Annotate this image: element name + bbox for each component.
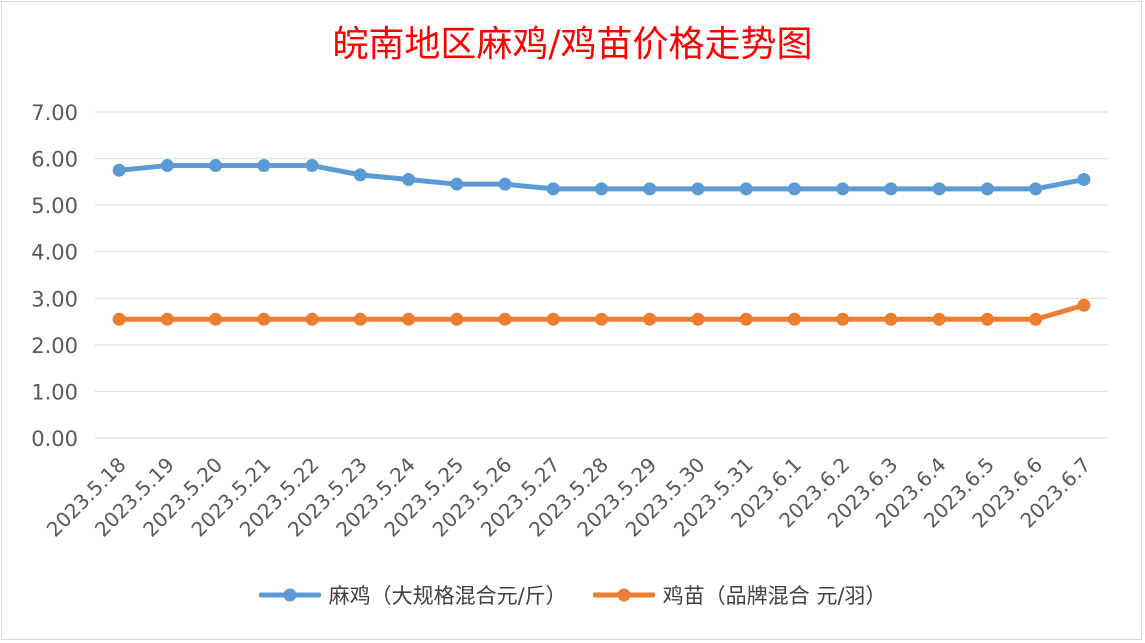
data-point — [836, 312, 850, 326]
legend-label: 麻鸡（大规格混合元/斤） — [328, 584, 567, 608]
data-point — [884, 312, 898, 326]
data-point — [209, 312, 223, 326]
legend-item: 麻鸡（大规格混合元/斤） — [258, 580, 567, 610]
data-point — [595, 312, 608, 326]
data-point — [836, 182, 850, 196]
data-point — [305, 159, 319, 173]
data-point — [739, 182, 753, 196]
legend-marker — [258, 588, 321, 602]
data-point — [884, 182, 898, 196]
y-tick-label: 2.00 — [31, 334, 78, 358]
data-point — [257, 312, 271, 326]
data-point — [932, 312, 946, 326]
data-point — [353, 312, 367, 326]
data-point — [498, 312, 512, 326]
y-tick-label: 0.00 — [31, 427, 78, 451]
data-point — [643, 312, 657, 326]
data-point — [595, 182, 608, 196]
series-1 — [112, 159, 1091, 196]
data-point — [546, 312, 560, 326]
data-point — [980, 312, 994, 326]
y-tick-label: 6.00 — [31, 148, 78, 172]
legend-dot — [617, 588, 631, 602]
data-point — [739, 312, 753, 326]
data-point — [402, 312, 416, 326]
data-point — [932, 182, 946, 196]
data-point — [1077, 173, 1091, 187]
data-point — [980, 182, 994, 196]
data-point — [353, 168, 367, 182]
y-tick-label: 5.00 — [31, 194, 78, 218]
data-point — [787, 312, 801, 326]
data-point — [1029, 182, 1043, 196]
data-point — [787, 182, 801, 196]
data-point — [112, 312, 126, 326]
data-point — [691, 312, 705, 326]
data-point — [160, 159, 174, 173]
series-layer — [112, 159, 1091, 326]
legend-dot — [283, 588, 297, 602]
x-axis-tick-labels: 2023.5.182023.5.192023.5.202023.5.212023… — [42, 453, 1096, 542]
y-tick-label: 4.00 — [31, 241, 78, 265]
data-point — [402, 173, 416, 187]
data-point — [209, 159, 223, 173]
data-point — [691, 182, 705, 196]
series-2 — [112, 298, 1091, 326]
data-point — [112, 163, 126, 177]
data-point — [160, 312, 174, 326]
gridlines — [95, 111, 1108, 439]
data-point — [450, 312, 464, 326]
legend-item: 鸡苗（品牌混合 元/羽） — [592, 580, 887, 610]
y-axis-tick-labels: 0.00 1.00 2.00 3.00 4.00 5.00 6.00 7.00 — [31, 101, 78, 451]
data-point — [450, 177, 464, 191]
chart-title: 皖南地区麻鸡/鸡苗价格走势图 — [332, 24, 813, 65]
legend: 麻鸡（大规格混合元/斤） 鸡苗（品牌混合 元/羽） — [0, 580, 1145, 610]
data-point — [498, 177, 512, 191]
data-point — [1077, 298, 1091, 312]
legend-label: 鸡苗（品牌混合 元/羽） — [662, 584, 887, 608]
y-tick-label: 7.00 — [31, 101, 78, 125]
y-tick-label: 1.00 — [31, 380, 78, 404]
data-point — [257, 159, 271, 173]
y-tick-label: 3.00 — [31, 287, 78, 311]
data-point — [643, 182, 657, 196]
data-point — [546, 182, 560, 196]
legend-marker — [592, 588, 655, 602]
data-point — [1029, 312, 1043, 326]
data-point — [305, 312, 319, 326]
